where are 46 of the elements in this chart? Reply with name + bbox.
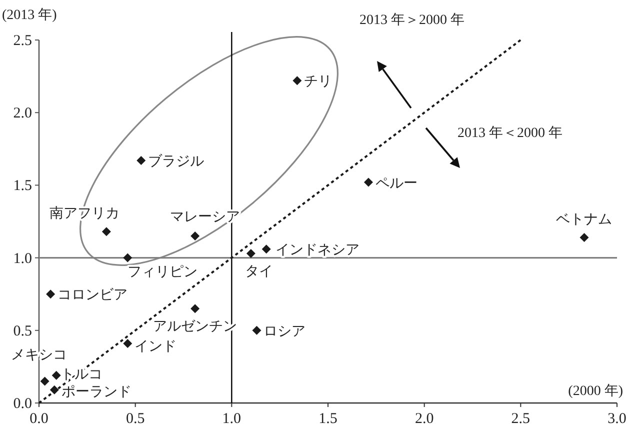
point: [190, 232, 200, 241]
y-tick-label: 2.0: [13, 106, 32, 122]
annotation: ベトナム: [556, 212, 612, 228]
y-tick-label: 2.5: [13, 33, 32, 49]
x-tick-label: 3.0: [608, 411, 626, 427]
point: [52, 370, 61, 380]
point: [123, 253, 132, 262]
point: [292, 76, 302, 86]
annotation: ポーランド: [61, 384, 132, 400]
annotation: インドネシア: [275, 243, 360, 258]
annotation: インド: [134, 339, 177, 354]
annotation: チリ: [304, 74, 332, 90]
point: [252, 326, 262, 335]
annotation: コロンビア: [58, 287, 128, 304]
point: [190, 304, 200, 314]
point: [580, 232, 589, 242]
annotation: 2013 年＜2000 年: [458, 125, 562, 141]
annotation: タイ: [244, 264, 273, 280]
point: [246, 248, 256, 258]
point: [46, 290, 56, 299]
y-tick-label: 0.5: [13, 323, 32, 340]
text: 2013 年＞2000 年: [360, 12, 464, 28]
point: [102, 227, 111, 236]
annotation: 南アフリカ: [49, 206, 120, 222]
point: [364, 178, 373, 187]
annotation: ブラジル: [148, 154, 204, 170]
annotation: ロシア: [264, 324, 306, 340]
x-tick-label: 1.0: [222, 411, 242, 427]
annotation: ペルー: [375, 176, 418, 192]
point: [136, 156, 146, 166]
x-tick-label: 0.5: [126, 411, 145, 427]
point: [123, 338, 132, 348]
point: [262, 244, 271, 254]
y-axis-title: (2013 年): [2, 7, 58, 23]
x-axis-title: (2000 年): [568, 383, 624, 399]
annotation: トルコ: [60, 367, 102, 382]
x-tick-label: 2.5: [511, 411, 530, 427]
x-tick-label: 2.0: [414, 411, 434, 427]
y-tick-label: 1.5: [13, 178, 32, 194]
annotation: フィリピン: [128, 264, 198, 280]
x-tick-label: 0.0: [30, 411, 48, 427]
y-tick-label: 1.0: [13, 250, 32, 267]
annotation: メキシコ: [10, 348, 67, 364]
point: [40, 376, 50, 386]
x-tick-label: 1.5: [318, 411, 338, 427]
y-tick-label: 0.0: [13, 396, 32, 412]
